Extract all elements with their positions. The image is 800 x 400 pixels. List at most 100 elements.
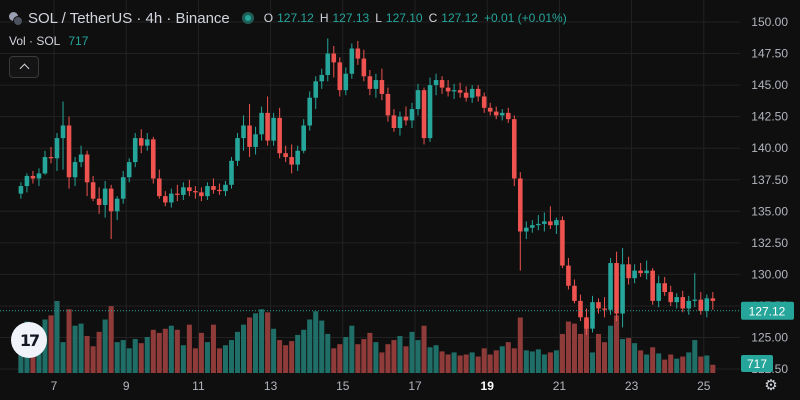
volume-bar [439, 351, 445, 373]
volume-bar [271, 328, 277, 373]
candle-body [319, 75, 325, 82]
volume-label[interactable]: Vol · SOL [9, 34, 61, 48]
candle-body [175, 193, 180, 195]
volume-bar [367, 332, 373, 373]
candle-body [548, 221, 553, 226]
volume-bar [78, 323, 84, 373]
candle [78, 145, 84, 168]
time-axis[interactable]: 7 9 11 13 15 17 19 21 23 25 [51, 379, 711, 393]
volume-bar [331, 348, 337, 373]
time-tick-label: 21 [553, 379, 567, 393]
volume-bar [259, 309, 265, 373]
volume-bar [216, 348, 222, 373]
candle [96, 187, 102, 214]
volume-bar [553, 350, 559, 373]
candle-body [662, 283, 667, 293]
price-tick-label: 150.00 [751, 15, 788, 29]
volume-bar [457, 355, 463, 373]
volume-bar [493, 350, 499, 373]
candle [608, 257, 613, 315]
candle [680, 290, 686, 313]
candle-body [265, 112, 270, 141]
candle [138, 129, 144, 154]
candle-body [223, 184, 228, 192]
change-value: +0.01 (+0.01%) [483, 11, 567, 25]
settings-button[interactable]: ⚙ [761, 375, 781, 395]
gear-icon: ⚙ [764, 377, 778, 394]
candle [367, 69, 373, 96]
candle-body [499, 112, 505, 116]
candle [289, 144, 294, 174]
candle [445, 80, 451, 97]
candle-body [475, 88, 481, 97]
price-axis[interactable]: 150.00 147.50 145.00 142.50 140.00 137.50 135.… [751, 15, 788, 376]
last-volume-badge: 717 [741, 355, 773, 372]
candle [319, 68, 325, 89]
volume-bar [253, 313, 259, 373]
price-tick-label: 142.50 [751, 110, 788, 124]
volume-bar [325, 333, 331, 373]
candle [379, 68, 385, 101]
candle-body [289, 157, 294, 165]
candle-body [241, 125, 246, 139]
candle [391, 109, 397, 132]
time-tick-label: 7 [51, 379, 58, 393]
high-value: 127.13 [332, 11, 370, 25]
volume-bar [289, 341, 295, 373]
candle [421, 87, 427, 145]
candle-body [66, 125, 72, 178]
time-tick-label: 23 [625, 379, 639, 393]
candle-body [469, 88, 475, 98]
volume-bar [674, 358, 680, 373]
candle-body [120, 177, 126, 199]
sol-coin-icon [8, 11, 23, 26]
candle [499, 109, 505, 121]
candle-body [680, 297, 686, 309]
volume-bar [559, 333, 565, 373]
candle [518, 172, 523, 271]
candle [403, 106, 409, 126]
candle [572, 279, 577, 304]
tradingview-logo-icon[interactable]: 17 [11, 322, 47, 358]
candle-body [72, 162, 78, 178]
volume-bar [523, 350, 529, 373]
candle-body [698, 299, 704, 311]
symbol-title[interactable]: SOL / TetherUS · 4h · Binance [28, 9, 230, 27]
volume-bar [463, 354, 469, 373]
volume-bar [349, 325, 355, 373]
candle-body [54, 138, 60, 159]
open-label: O [263, 11, 274, 25]
volume-bar [620, 339, 626, 373]
candle-body [169, 193, 174, 203]
candle-body [524, 227, 529, 232]
volume-bar [409, 331, 415, 373]
candle [265, 96, 270, 146]
candle [157, 169, 162, 199]
candle [632, 264, 637, 284]
volume-bar [397, 335, 403, 373]
candle [578, 294, 583, 322]
candle [638, 263, 643, 277]
volume-bar [295, 334, 301, 373]
low-value: 127.10 [385, 11, 423, 25]
candle [439, 76, 445, 94]
candle-body [247, 125, 252, 147]
candle [241, 115, 246, 151]
collapse-legend-button[interactable] [9, 56, 39, 78]
volume-bar [656, 353, 662, 373]
volume-bar [144, 337, 150, 373]
candle [217, 183, 222, 195]
volume-bar [541, 354, 547, 373]
candle [584, 308, 589, 335]
candle-body [668, 292, 673, 303]
candle-body [157, 178, 162, 197]
candle-body [331, 53, 337, 63]
candle [481, 92, 487, 113]
candle [542, 212, 547, 232]
candle-body [439, 80, 445, 88]
candle [18, 182, 24, 199]
candle [102, 181, 108, 218]
volume-bar [343, 337, 349, 373]
candle-body [283, 153, 288, 158]
